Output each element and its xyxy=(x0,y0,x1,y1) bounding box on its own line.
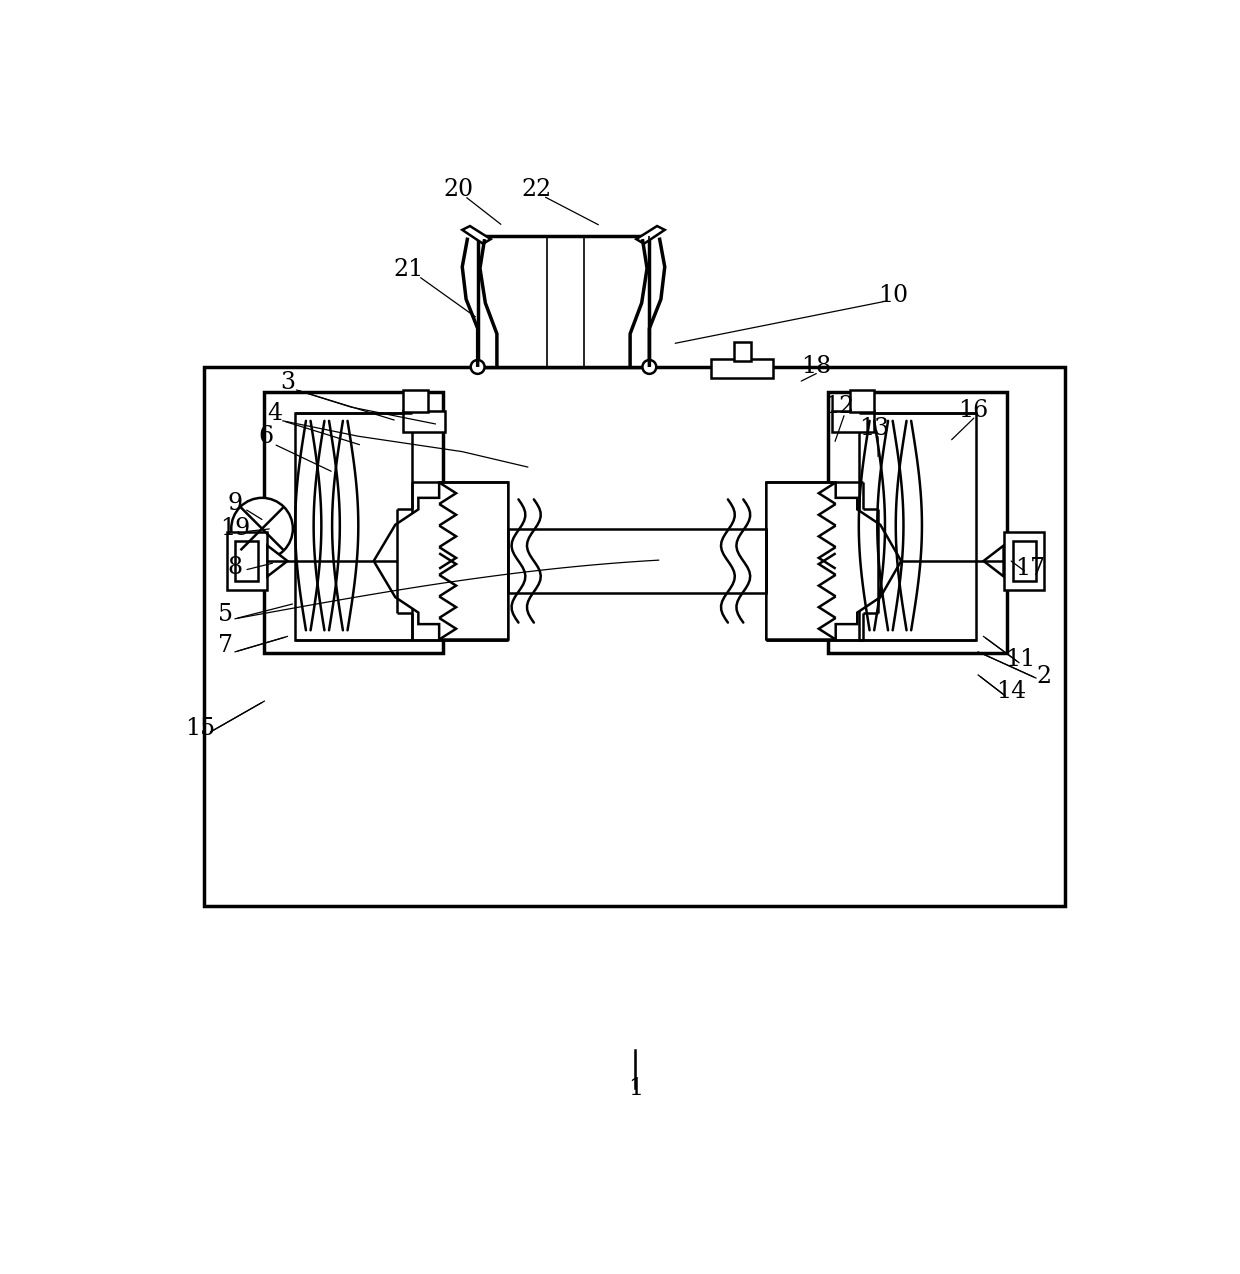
Bar xyxy=(859,413,976,641)
Bar xyxy=(264,391,443,654)
Circle shape xyxy=(642,361,656,373)
Polygon shape xyxy=(373,483,508,640)
Text: 17: 17 xyxy=(1014,557,1045,580)
Polygon shape xyxy=(766,483,901,640)
Text: 21: 21 xyxy=(393,259,424,282)
Text: 11: 11 xyxy=(1006,648,1035,671)
Polygon shape xyxy=(636,225,665,243)
Text: 5: 5 xyxy=(218,604,233,627)
Text: 10: 10 xyxy=(878,284,909,307)
Bar xyxy=(403,410,445,432)
Text: 4: 4 xyxy=(268,401,283,424)
Text: 12: 12 xyxy=(825,395,854,418)
Text: 14: 14 xyxy=(996,680,1027,703)
Polygon shape xyxy=(983,545,1003,576)
Bar xyxy=(1003,531,1044,590)
Text: 20: 20 xyxy=(444,178,474,201)
Text: 15: 15 xyxy=(186,717,216,740)
Circle shape xyxy=(471,361,485,373)
Text: 3: 3 xyxy=(280,371,295,394)
Text: 8: 8 xyxy=(227,555,243,578)
Text: 6: 6 xyxy=(258,424,274,447)
Circle shape xyxy=(231,498,293,559)
Bar xyxy=(227,531,268,590)
Text: 18: 18 xyxy=(801,355,832,378)
Bar xyxy=(205,367,1065,906)
Bar xyxy=(403,390,428,412)
Text: 7: 7 xyxy=(218,634,233,657)
Text: 16: 16 xyxy=(957,399,988,422)
Bar xyxy=(832,410,874,432)
Bar xyxy=(295,413,412,641)
Text: 2: 2 xyxy=(1037,665,1052,688)
Bar xyxy=(477,236,650,367)
Bar xyxy=(734,341,751,361)
Text: 19: 19 xyxy=(219,517,250,540)
Bar xyxy=(236,541,258,581)
Bar xyxy=(849,390,874,412)
Bar xyxy=(828,391,1007,654)
Polygon shape xyxy=(463,225,491,243)
Bar xyxy=(711,359,773,378)
Polygon shape xyxy=(268,545,288,576)
Text: 13: 13 xyxy=(859,417,889,440)
Bar xyxy=(1013,541,1035,581)
Text: 22: 22 xyxy=(522,178,552,201)
Bar xyxy=(508,529,766,594)
Text: 1: 1 xyxy=(627,1077,644,1099)
Text: 9: 9 xyxy=(227,492,243,515)
